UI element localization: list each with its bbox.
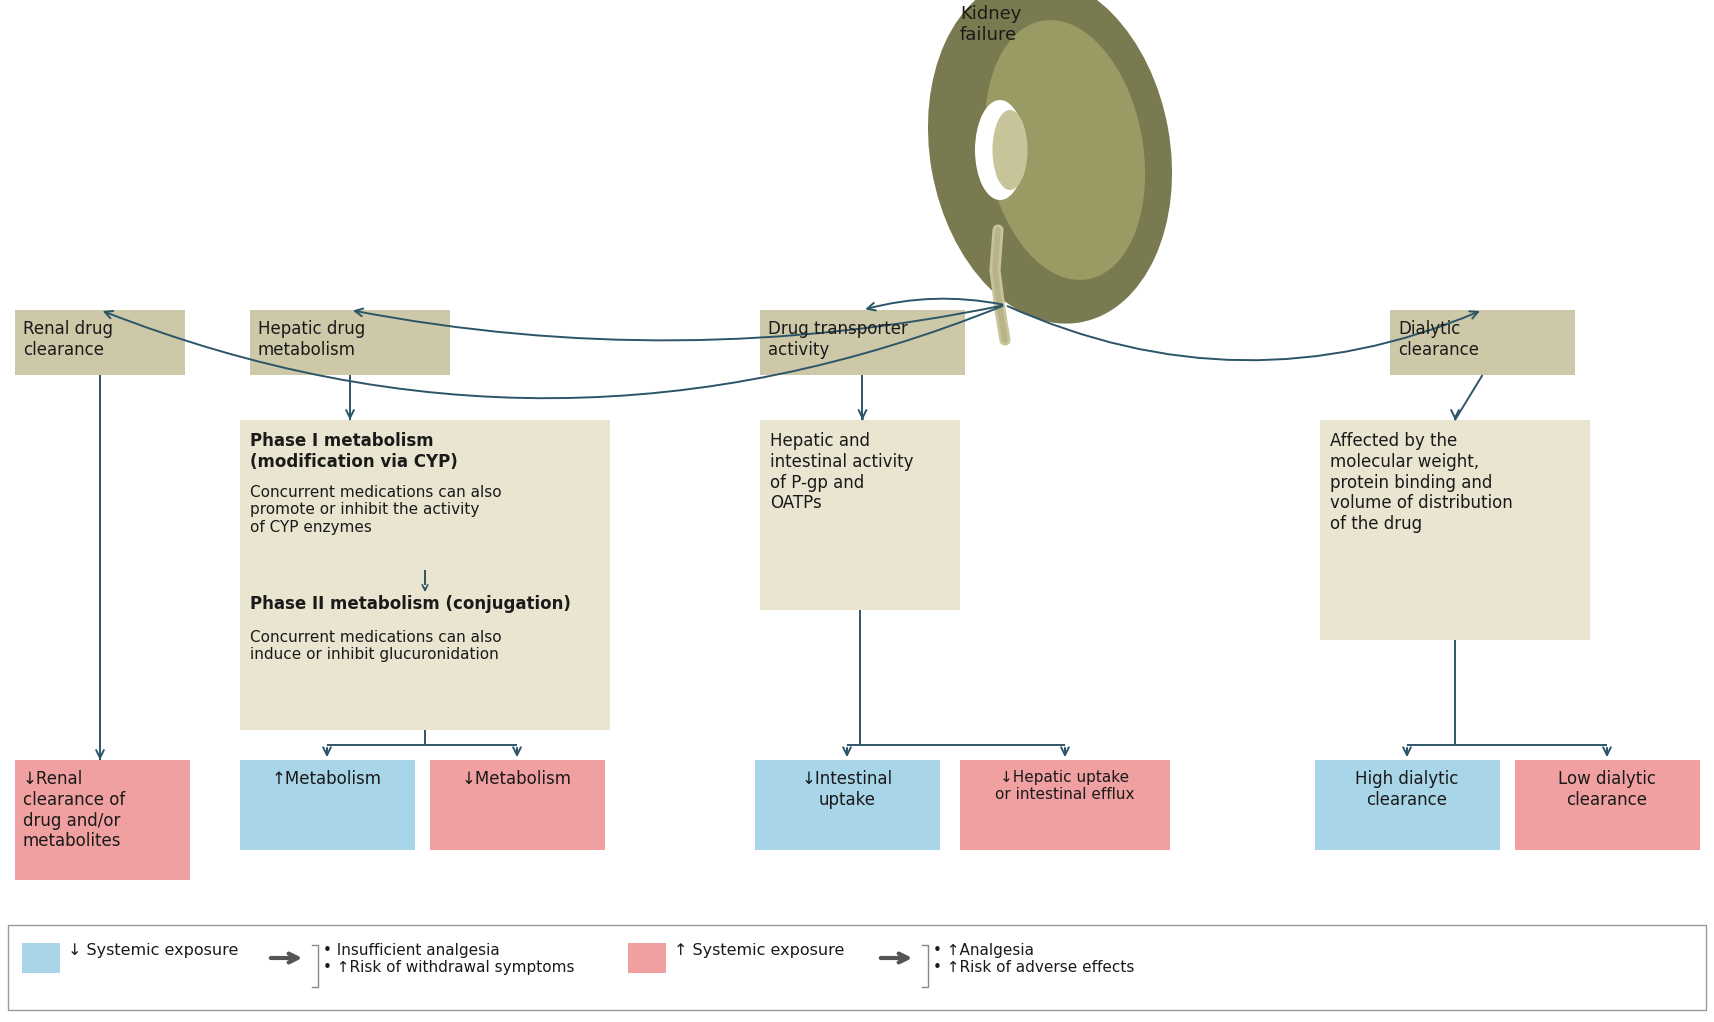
Text: Phase II metabolism (conjugation): Phase II metabolism (conjugation) (250, 595, 571, 613)
Bar (430, 760, 605, 850)
Bar (754, 760, 939, 850)
Text: Kidney
failure: Kidney failure (960, 5, 1022, 44)
Text: Renal drug
clearance: Renal drug clearance (22, 320, 113, 359)
Text: ↓ Systemic exposure: ↓ Systemic exposure (69, 943, 238, 958)
Text: High dialytic
clearance: High dialytic clearance (1356, 770, 1459, 808)
Bar (22, 943, 60, 973)
Bar (9, 925, 1705, 1010)
Text: ↓Intestinal
uptake: ↓Intestinal uptake (802, 770, 893, 808)
Text: ↓Metabolism: ↓Metabolism (463, 770, 572, 788)
Bar (250, 310, 451, 375)
Text: • Insufficient analgesia
• ↑Risk of withdrawal symptoms: • Insufficient analgesia • ↑Risk of with… (322, 943, 574, 975)
Ellipse shape (986, 20, 1145, 280)
Ellipse shape (992, 110, 1027, 190)
Bar (15, 760, 190, 880)
Ellipse shape (975, 100, 1025, 200)
Text: Concurrent medications can also
induce or inhibit glucuronidation: Concurrent medications can also induce o… (250, 630, 502, 662)
Bar (1315, 760, 1500, 850)
Text: • ↑Analgesia
• ↑Risk of adverse effects: • ↑Analgesia • ↑Risk of adverse effects (932, 943, 1135, 975)
Bar (240, 760, 415, 850)
Bar (759, 420, 960, 610)
Text: Hepatic and
intestinal activity
of P-gp and
OATPs: Hepatic and intestinal activity of P-gp … (770, 432, 914, 512)
Bar (1515, 760, 1700, 850)
Text: Concurrent medications can also
promote or inhibit the activity
of CYP enzymes: Concurrent medications can also promote … (250, 485, 502, 535)
Text: ↑ Systemic exposure: ↑ Systemic exposure (674, 943, 845, 958)
Text: Drug transporter
activity: Drug transporter activity (768, 320, 908, 359)
Text: Dialytic
clearance: Dialytic clearance (1399, 320, 1479, 359)
Text: ↑Metabolism: ↑Metabolism (273, 770, 382, 788)
Bar (627, 943, 667, 973)
Bar (960, 760, 1171, 850)
Bar (1320, 420, 1591, 640)
Text: ↓Renal
clearance of
drug and/or
metabolites: ↓Renal clearance of drug and/or metaboli… (22, 770, 125, 850)
Bar (15, 310, 185, 375)
Bar (240, 420, 610, 730)
Bar (1390, 310, 1575, 375)
Ellipse shape (927, 0, 1172, 324)
Text: Low dialytic
clearance: Low dialytic clearance (1558, 770, 1656, 808)
Text: ↓Hepatic uptake
or intestinal efflux: ↓Hepatic uptake or intestinal efflux (996, 770, 1135, 802)
Text: Phase I metabolism
(modification via CYP): Phase I metabolism (modification via CYP… (250, 432, 458, 471)
Text: Hepatic drug
metabolism: Hepatic drug metabolism (259, 320, 365, 359)
Text: Affected by the
molecular weight,
protein binding and
volume of distribution
of : Affected by the molecular weight, protei… (1330, 432, 1513, 533)
Bar (759, 310, 965, 375)
